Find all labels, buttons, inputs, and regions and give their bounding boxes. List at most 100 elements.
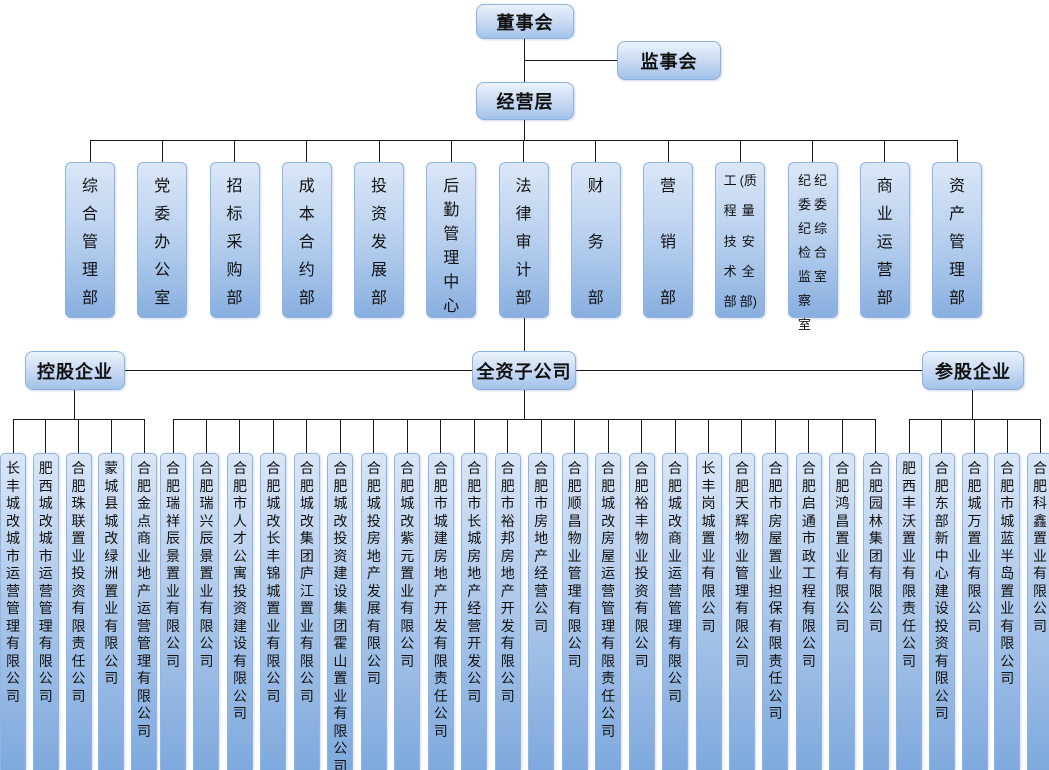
department-cell: 投资发展部 [354,140,404,318]
company-cell: 合肥裕丰物业投资有限公司 [628,419,655,770]
company-box: 合肥鸿昌置业有限公司 [829,453,856,770]
connector-wholly-to-bus [524,390,525,419]
connector-drop-line [774,419,776,453]
department-label: 党委办公室 [154,178,171,307]
company-box: 合肥城改投资建设集团霍山置业有限公司 [327,453,354,770]
company-box: 合肥城投房地产发展有限公司 [360,453,387,770]
connector-drop-line [378,140,380,162]
company-cell: 合肥东部新中心建设投资有限公司 [928,419,955,770]
company-box: 合肥顺昌物业管理有限公司 [561,453,588,770]
connector-drop-line [875,419,877,453]
company-box: 合肥市城建房地产开发有限责任公司 [427,453,454,770]
dept-box-general-management: 综合管理部 [65,162,115,318]
connector-drop-line [507,419,509,453]
company-box: 合肥科鑫置业有限公司 [1027,453,1049,770]
company-box: 长丰城改城市运营管理有限公司 [0,453,26,770]
company-name: 合肥裕丰物业投资有限公司 [634,460,649,669]
company-cell: 合肥城改集团庐江置业有限公司 [293,419,320,770]
company-name: 合肥城投房地产发展有限公司 [366,460,381,686]
connector-drop-line [205,419,207,453]
company-box: 肥西城改城市运营管理有限公司 [32,453,59,770]
dept-box-party-committee-office: 党委办公室 [137,162,188,318]
connector-drop-line [841,419,843,453]
connector-drop-line [78,419,79,453]
connector-management-to-bus [524,120,525,140]
department-cell: 招标采购部 [209,140,260,318]
company-cell: 合肥瑞兴辰景置业有限公司 [193,419,220,770]
connector-drop-line [12,419,14,453]
department-cell: 工程技术部 (质量安全部) [715,140,766,318]
department-cell: 后勤管理中心 [426,140,477,318]
company-name: 长丰岗城置业有限公司 [701,460,716,634]
company-name: 合肥顺昌物业管理有限公司 [567,460,582,669]
company-box: 合肥城改集团庐江置业有限公司 [293,453,320,770]
department-cell: 党委办公室 [137,140,188,318]
department-row: 综合管理部 党委办公室 招标采购部 成本合约部 投资发展部 [65,140,982,332]
supervisory-board-label: 监事会 [640,51,698,72]
company-row-invested: 肥西丰沃置业有限责任公司 合肥东部新中心建设投资有限公司 合肥城万置业有限公司 [896,419,1049,770]
department-cell: 财务部 [570,140,621,318]
connector-drop-line [161,140,163,162]
company-box: 合肥启通市政工程有限公司 [795,453,822,770]
company-box: 合肥金点商业地产运营管理有限公司 [131,453,157,770]
company-name: 肥西城改城市运营管理有限公司 [38,460,53,704]
company-name: 合肥科鑫置业有限公司 [1033,460,1047,634]
company-name: 合肥珠联置业投资有限责任公司 [71,460,86,704]
connector-holding-to-bus [74,390,75,419]
company-name: 合肥东部新中心建设投资有限公司 [934,460,949,721]
company-cell: 合肥科鑫置业有限公司 [1027,419,1049,770]
department-label-col: (质量安全部) [739,173,757,309]
company-name: 合肥瑞兴辰景置业有限公司 [199,460,214,669]
connector-drop-line [272,419,274,453]
company-name: 合肥市裕邦房地产开发有限公司 [500,460,515,704]
connector-drop-line [523,140,524,162]
group-header-holding: 控股企业 [25,351,125,390]
company-name: 合肥城改投资建设集团霍山置业有限公司 [333,460,348,770]
company-cell: 合肥启通市政工程有限公司 [795,419,822,770]
company-cell: 合肥城万置业有限公司 [961,419,988,770]
connector-drop-line [440,419,442,453]
company-box: 合肥市房地产经营公司 [528,453,555,770]
company-cell: 合肥城改长丰锦城置业有限公司 [260,419,287,770]
department-label-col: 工程技术部 [723,173,737,309]
board-of-directors-label: 董事会 [496,12,554,33]
connector-board-to-management [524,39,525,82]
connector-drop-line [473,419,475,453]
dept-box-investment-development: 投资发展部 [354,162,404,318]
connector-drop-line [808,419,810,453]
connector-drop-line [339,419,341,453]
company-box: 蒙城县城改绿洲置业有限公司 [98,453,125,770]
department-cell: 法律审计部 [498,140,549,318]
connector-drop-line [540,419,542,453]
connector-drop-line [306,419,308,453]
department-cell: 综合管理部 [65,140,115,318]
company-box: 肥西丰沃置业有限责任公司 [896,453,922,770]
company-cell: 合肥城投房地产发展有限公司 [360,419,387,770]
company-box: 合肥城改长丰锦城置业有限公司 [260,453,287,770]
group-header-holding-label: 控股企业 [37,361,113,382]
company-cell: 蒙城县城改绿洲置业有限公司 [98,419,125,770]
dept-box-finance: 财务部 [570,162,621,318]
company-row-wholly-owned: 合肥瑞祥辰景置业有限公司 合肥瑞兴辰景置业有限公司 合肥市人才公寓投资建设有限公… [160,419,889,770]
company-name: 合肥市长城房地产经营开发公司 [467,460,482,704]
company-box: 合肥珠联置业投资有限责任公司 [65,453,92,770]
group-header-invested: 参股企业 [922,351,1024,390]
management-layer-label: 经营层 [496,92,554,112]
dept-box-discipline-inspection: 纪委纪检监察室 纪委综合室 [787,162,838,332]
company-cell: 合肥市人才公寓投资建设有限公司 [226,419,253,770]
company-name: 合肥城改紫元置业有限公司 [400,460,415,669]
connector-drop-line [941,419,943,453]
department-cell: 资产管理部 [932,140,982,318]
department-label-col: 纪委纪检监察室 [797,173,811,332]
connector-drop-line [574,419,576,453]
board-of-directors-box: 董事会 [476,4,574,39]
company-name: 合肥鸿昌置业有限公司 [835,460,850,634]
dept-box-legal-audit: 法律审计部 [498,162,549,318]
company-name: 合肥城改商业运营管理有限公司 [668,460,683,704]
department-label: 商业运营部 [876,178,893,307]
company-name: 合肥城万置业有限公司 [967,460,982,634]
company-cell: 合肥市房地产经营公司 [528,419,555,770]
connector-drop-line [741,419,743,453]
company-row-holding: 长丰城改城市运营管理有限公司 肥西城改城市运营管理有限公司 合肥珠联置业投资有限… [0,419,157,770]
company-box: 合肥市长城房地产经营开发公司 [461,453,488,770]
